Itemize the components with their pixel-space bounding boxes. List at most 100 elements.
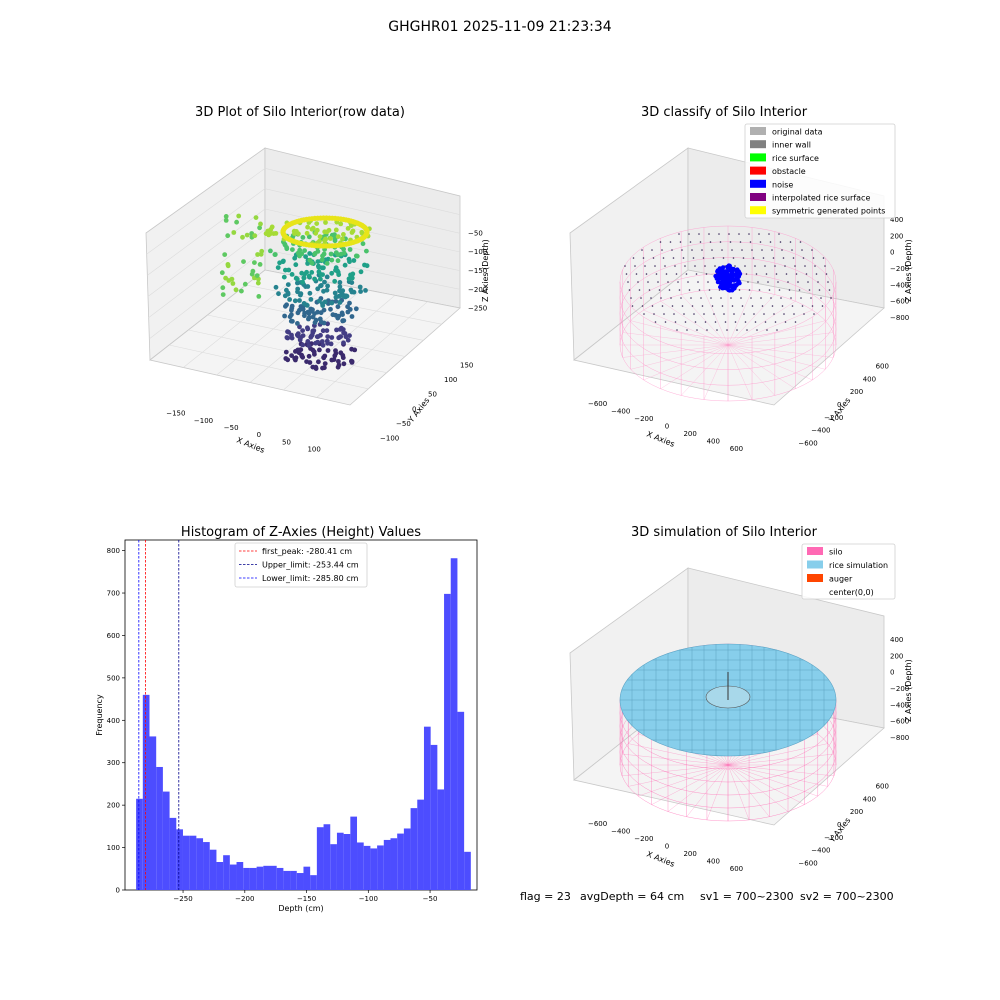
panel2-x-tick: 0 [665, 423, 669, 431]
footer-flag: flag = 23 [520, 890, 571, 903]
footer-avg-depth: avgDepth = 64 cm [580, 890, 684, 903]
histogram-legend-label: first_peak: -280.41 cm [262, 547, 352, 556]
panel4-x-tick: −200 [634, 835, 653, 843]
panel2-surface-point [670, 297, 672, 299]
histogram-bar [410, 808, 418, 890]
panel1-point [336, 313, 342, 319]
panel2-silo-spoke [643, 309, 729, 346]
panel1-point [338, 334, 344, 339]
panel2-surface-point [795, 273, 798, 275]
histogram-bar [363, 845, 371, 890]
panel1-point [295, 310, 301, 316]
panel4-silo-spoke [727, 764, 750, 820]
panel2-surface-point [708, 233, 710, 235]
panel2-surface-point [714, 265, 716, 267]
panel2-surface-point [802, 257, 805, 259]
panel1-point [317, 238, 322, 244]
panel4-legend: silo rice simulation auger center(0,0) [807, 547, 888, 597]
panel2-surface-point [688, 289, 691, 291]
panel2-surface-point [791, 249, 793, 251]
panel2-surface-point [764, 321, 767, 323]
panel2-surface-point [685, 273, 688, 275]
panel1-point [322, 279, 327, 285]
panel2-legend-swatch [750, 140, 766, 149]
panel2-surface-point [681, 305, 684, 307]
panel2-surface-point [772, 257, 775, 259]
panel1-point [287, 314, 293, 320]
panel1-point [341, 361, 347, 367]
panel2-noise-point [716, 275, 721, 280]
panel2-noise-point [720, 267, 725, 272]
panel1-x-tick: −50 [224, 424, 239, 432]
panel1-point [358, 289, 363, 294]
panel1-point [305, 224, 310, 230]
panel2-surface-point [749, 241, 752, 243]
panel2-surface-point [627, 281, 629, 283]
histogram-bar [417, 799, 424, 890]
panel1-point [312, 351, 317, 357]
histogram-x-tick-label: −250 [173, 895, 192, 903]
panel1-y-label: Y Axies [406, 396, 432, 425]
panel4-legend-label: center(0,0) [829, 588, 874, 597]
panel1-point [252, 233, 258, 239]
panel1-point [337, 327, 343, 332]
histogram-y-ticks: 0 100 200 300 400 500 600 700 800 [107, 547, 125, 895]
panel1-point [329, 270, 335, 276]
panel2-x-ticks: −600 −400 −200 0 200 400 600 [588, 400, 743, 453]
panel2-silo-spoke [622, 344, 729, 358]
panel1-point [347, 300, 352, 306]
panel2-legend-label: original data [772, 128, 823, 137]
panel4-x-tick: −600 [588, 820, 607, 828]
panel2-x-tick: −600 [588, 400, 607, 408]
panel2-surface-point [740, 297, 742, 299]
panel2-surface-point [810, 297, 812, 299]
panel1-point [322, 299, 328, 305]
panel2-surface-point [724, 321, 727, 323]
panel4-legend-label: auger [829, 575, 853, 584]
panel1-point [300, 235, 306, 240]
panel1-point [349, 346, 354, 352]
panel1-point [290, 318, 295, 324]
histogram-bar [189, 835, 197, 890]
panel1-y-tick: 0 [412, 405, 416, 413]
panel1-point [283, 356, 289, 361]
panel4-silo-spoke [667, 764, 729, 812]
panel1-point [305, 339, 311, 344]
panel1-grid-line [149, 249, 266, 340]
panel2-surface-point [789, 241, 792, 243]
panel1-point [297, 337, 303, 343]
histogram-y-tick-label: 0 [116, 887, 120, 895]
panel2-surface-point [694, 265, 696, 267]
panel1-point [325, 348, 331, 353]
panel2-surface-point [652, 257, 655, 259]
panel1-point [303, 254, 308, 259]
panel1-point [333, 348, 338, 353]
histogram-y-tick-label: 400 [107, 717, 120, 725]
panel2-surface-point [630, 297, 632, 299]
panel2-legend-swatch [750, 127, 766, 135]
histogram-legend-label: Upper_limit: -253.44 cm [262, 561, 359, 570]
panel2-surface-point [677, 281, 679, 283]
panel2-surface-point [667, 281, 669, 283]
panel2-noise-point [727, 278, 733, 284]
panel1-point [324, 274, 330, 280]
panel2-legend-swatch [750, 153, 766, 162]
panel1-point [242, 281, 248, 287]
histogram-bar [296, 873, 304, 890]
panel2-surface-point [663, 313, 665, 315]
panel1-point [225, 233, 231, 239]
panel1-point [341, 330, 346, 336]
panel1-point [318, 319, 324, 325]
panel1-point [315, 249, 321, 254]
panel1-point [244, 232, 250, 238]
panel2-surface-point [764, 265, 766, 267]
panel1-point [320, 328, 326, 334]
panel1-point [256, 294, 262, 299]
panel2-surface-point [747, 281, 749, 283]
panel2-surface-point [811, 305, 814, 307]
histogram-bar [196, 838, 204, 890]
panel1-point [337, 293, 343, 299]
panel2-surface-point [760, 297, 762, 299]
panel2-surface-point [741, 249, 743, 251]
panel1-point [293, 275, 299, 281]
